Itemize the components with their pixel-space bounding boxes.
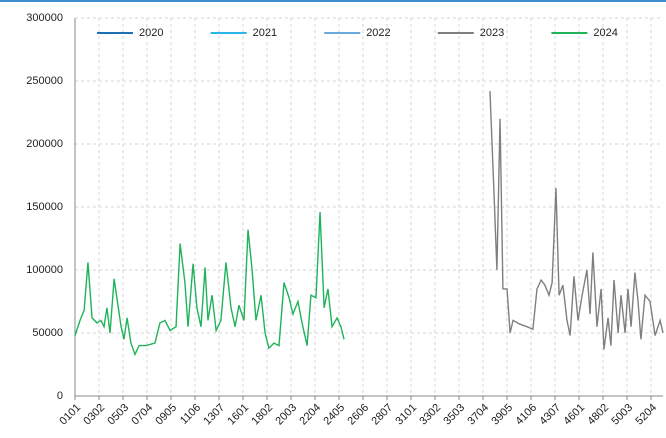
legend-label: 2023 [480, 27, 504, 39]
y-tick-label: 300000 [26, 12, 63, 24]
x-tick-label: 1106 [178, 402, 203, 427]
x-tick-label: 0101 [57, 402, 83, 428]
y-tick-label: 50000 [32, 327, 63, 339]
legend-label: 2022 [366, 27, 390, 39]
x-tick-label: 5003 [609, 402, 635, 428]
series-line [489, 91, 664, 350]
x-tick-label: 3302 [417, 402, 443, 428]
x-tick-label: 2204 [297, 402, 323, 428]
y-tick-label: 100000 [26, 264, 63, 276]
x-tick-label: 0302 [81, 402, 107, 428]
x-tick-label: 1802 [249, 402, 275, 428]
x-tick-label: 4106 [513, 402, 539, 428]
x-tick-label: 4601 [561, 402, 587, 428]
x-tick-label: 4802 [585, 402, 611, 428]
x-tick-label: 1601 [225, 402, 251, 428]
x-tick-label: 3101 [393, 402, 419, 428]
x-tick-label: 4307 [537, 402, 563, 428]
x-tick-label: 0704 [129, 402, 155, 428]
x-tick-label: 0905 [153, 402, 179, 428]
series-line [74, 212, 345, 357]
y-tick-label: 0 [57, 390, 63, 402]
y-tick-label: 150000 [26, 201, 63, 213]
x-tick-label: 1307 [201, 402, 227, 428]
legend-label: 2021 [253, 27, 277, 39]
x-tick-label: 2003 [273, 402, 299, 428]
x-tick-label: 2405 [321, 402, 347, 428]
legend-label: 2020 [139, 27, 163, 39]
x-tick-label: 2606 [345, 402, 371, 428]
x-tick-label: 3503 [441, 402, 467, 428]
x-tick-label: 0503 [105, 402, 131, 428]
x-tick-label: 3704 [465, 402, 491, 428]
legend-label: 2024 [593, 27, 617, 39]
x-tick-label: 5204 [633, 402, 659, 428]
x-tick-label: 3905 [489, 402, 515, 428]
y-tick-label: 200000 [26, 138, 63, 150]
y-tick-label: 250000 [26, 75, 63, 87]
x-tick-label: 2807 [369, 402, 395, 428]
